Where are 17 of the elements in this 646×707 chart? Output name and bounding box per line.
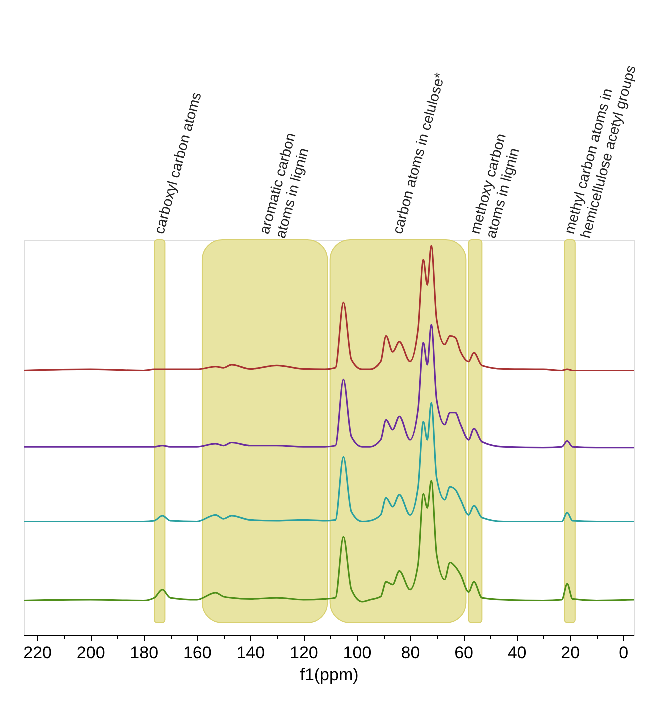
band-label: carbon atoms in celulose* [390, 71, 450, 236]
x-tick-label: 180 [130, 644, 159, 662]
x-tick-label: 0 [619, 644, 629, 662]
x-tick-label: 20 [561, 644, 580, 662]
x-tick-label: 100 [343, 644, 372, 662]
x-tick-label: 160 [183, 644, 212, 662]
x-axis-title: f1(ppm) [300, 666, 359, 684]
x-tick-label: 40 [508, 644, 527, 662]
band-label: aromatic carbon atoms in lignin [257, 132, 313, 240]
x-tick-label: 60 [454, 644, 474, 662]
x-tick-label: 200 [76, 644, 106, 662]
band-label: methoxy carbon atoms in lignin [468, 132, 524, 240]
x-tick-label: 140 [236, 644, 266, 662]
x-tick-label: 220 [24, 644, 52, 662]
x-tick-label: 80 [401, 644, 420, 662]
x-tick-label: 120 [290, 644, 318, 662]
band-label: carboxyl carbon atoms [152, 91, 206, 236]
